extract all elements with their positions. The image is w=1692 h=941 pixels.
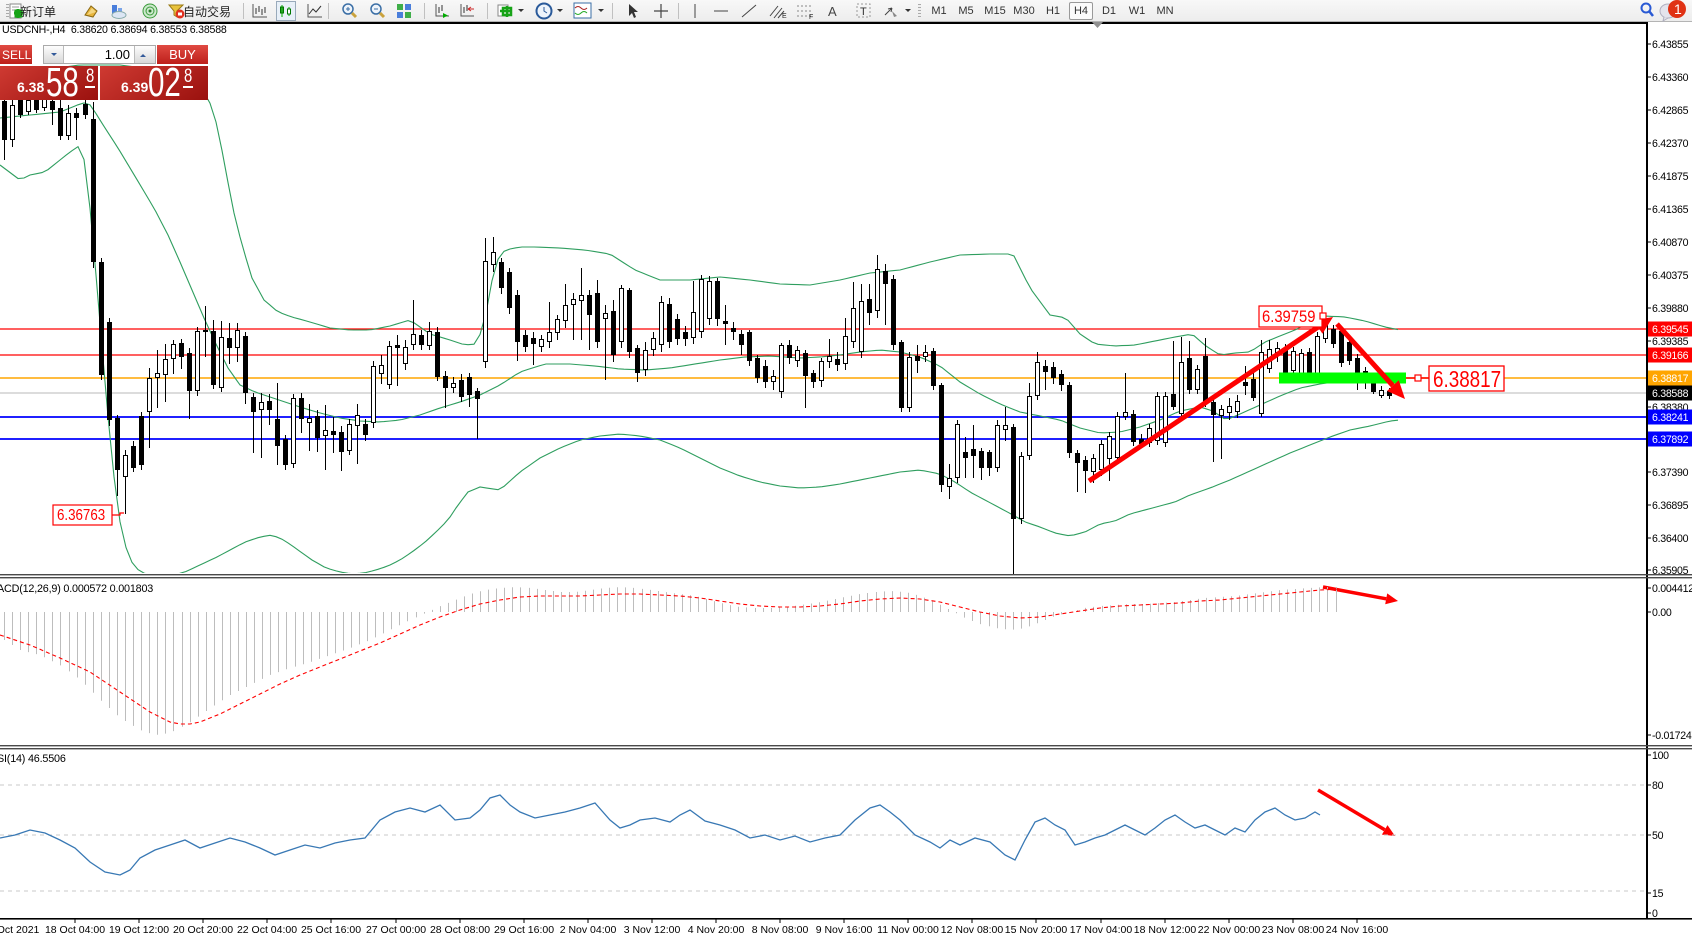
svg-text:23 Nov 08:00: 23 Nov 08:00 — [1262, 924, 1325, 936]
svg-text:SI(14) 46.5506: SI(14) 46.5506 — [0, 753, 66, 765]
svg-text:1: 1 — [1674, 1, 1682, 17]
svg-text:T: T — [860, 6, 867, 18]
svg-text:17 Nov 04:00: 17 Nov 04:00 — [1070, 924, 1133, 936]
svg-text:24 Nov 16:00: 24 Nov 16:00 — [1326, 924, 1389, 936]
svg-text:6.38817: 6.38817 — [1652, 373, 1689, 385]
svg-text:28 Oct 08:00: 28 Oct 08:00 — [430, 924, 490, 936]
svg-text:8 Nov 08:00: 8 Nov 08:00 — [752, 924, 809, 936]
svg-text:-0.017247: -0.017247 — [1652, 730, 1692, 742]
svg-text:18 Oct 04:00: 18 Oct 04:00 — [45, 924, 105, 936]
svg-text:6.37892: 6.37892 — [1652, 434, 1689, 446]
svg-text:6.40375: 6.40375 — [1652, 270, 1689, 282]
svg-text:6.42865: 6.42865 — [1652, 105, 1689, 117]
svg-text:6.41875: 6.41875 — [1652, 171, 1689, 183]
svg-text:27 Oct 00:00: 27 Oct 00:00 — [366, 924, 426, 936]
svg-text:12 Nov 08:00: 12 Nov 08:00 — [941, 924, 1004, 936]
svg-text:6.36895: 6.36895 — [1652, 500, 1689, 512]
svg-text:6.37390: 6.37390 — [1652, 467, 1689, 479]
svg-text:80: 80 — [1652, 780, 1664, 792]
svg-text:F: F — [809, 14, 813, 20]
svg-text:20 Oct 20:00: 20 Oct 20:00 — [173, 924, 233, 936]
svg-text:100: 100 — [1652, 750, 1669, 762]
svg-text:3 Nov 12:00: 3 Nov 12:00 — [624, 924, 681, 936]
svg-text:6.41365: 6.41365 — [1652, 204, 1689, 216]
svg-text:6.38817: 6.38817 — [1433, 367, 1501, 392]
svg-text:15 Nov 20:00: 15 Nov 20:00 — [1005, 924, 1068, 936]
svg-text:6.39166: 6.39166 — [1652, 350, 1689, 362]
svg-text:19 Oct 12:00: 19 Oct 12:00 — [109, 924, 169, 936]
svg-text:50: 50 — [1652, 830, 1664, 842]
svg-text:ACD(12,26,9) 0.000572 0.001803: ACD(12,26,9) 0.000572 0.001803 — [0, 583, 153, 595]
svg-text:6.38588: 6.38588 — [1652, 388, 1689, 400]
svg-text:22 Nov 00:00: 22 Nov 00:00 — [1198, 924, 1261, 936]
svg-text:29 Oct 16:00: 29 Oct 16:00 — [494, 924, 554, 936]
svg-text:4 Nov 20:00: 4 Nov 20:00 — [688, 924, 745, 936]
svg-text:2 Nov 04:00: 2 Nov 04:00 — [560, 924, 617, 936]
svg-text:6.35905: 6.35905 — [1652, 565, 1689, 577]
svg-text:6.39545: 6.39545 — [1652, 324, 1689, 336]
svg-text:18 Nov 12:00: 18 Nov 12:00 — [1134, 924, 1197, 936]
svg-text:22 Oct 04:00: 22 Oct 04:00 — [237, 924, 297, 936]
svg-text:15: 15 — [1652, 888, 1664, 900]
svg-text:11 Nov 00:00: 11 Nov 00:00 — [877, 924, 939, 936]
svg-text:USDCNH-,H4 6.38620 6.38694 6.: USDCNH-,H4 6.38620 6.38694 6.38553 6.385… — [2, 24, 227, 36]
svg-text:0: 0 — [1652, 908, 1658, 920]
svg-text:9 Nov 16:00: 9 Nov 16:00 — [816, 924, 873, 936]
svg-text:6.40870: 6.40870 — [1652, 237, 1689, 249]
svg-text:5 Oct 2021: 5 Oct 2021 — [0, 924, 40, 936]
svg-text:6.36763: 6.36763 — [57, 507, 105, 524]
svg-text:6.39385: 6.39385 — [1652, 336, 1689, 348]
svg-text:6.43855: 6.43855 — [1652, 39, 1689, 51]
svg-text:E: E — [782, 13, 787, 20]
svg-text:25 Oct 16:00: 25 Oct 16:00 — [301, 924, 361, 936]
svg-text:6.39880: 6.39880 — [1652, 303, 1689, 315]
svg-text:6.38241: 6.38241 — [1652, 412, 1689, 424]
svg-text:0.004412: 0.004412 — [1652, 583, 1692, 595]
svg-text:0.00: 0.00 — [1652, 607, 1672, 619]
svg-text:6.39759: 6.39759 — [1262, 308, 1316, 326]
svg-text:6.43360: 6.43360 — [1652, 72, 1689, 84]
svg-text:6.36400: 6.36400 — [1652, 533, 1689, 545]
svg-text:6.42370: 6.42370 — [1652, 138, 1689, 150]
